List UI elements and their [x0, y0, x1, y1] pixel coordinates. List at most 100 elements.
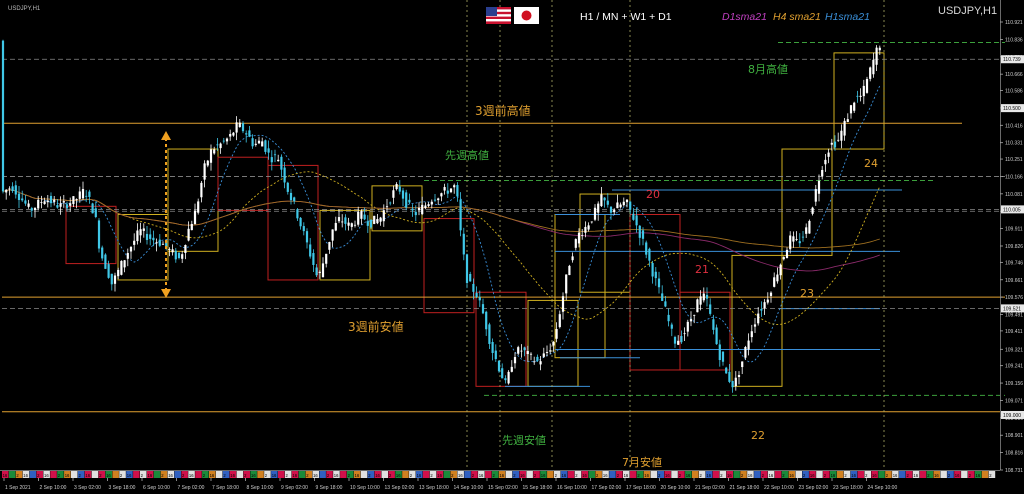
session-marker-label: 2 [368, 473, 371, 478]
time-tick-label: 21 Sep 18:00 [730, 485, 760, 491]
candle-body [584, 226, 587, 233]
session-marker [871, 471, 878, 478]
session-marker-label: 16 [479, 473, 484, 478]
session-marker-label: 2 [513, 473, 516, 478]
price-marker-box [1001, 304, 1024, 313]
session-marker-label: 2 [803, 473, 806, 478]
annotation-last-week-high: 先週高値 [445, 148, 489, 162]
annotation-day-23: 23 [800, 287, 814, 300]
period-box [781, 148, 833, 256]
session-marker [250, 471, 257, 478]
candle-body [158, 239, 161, 246]
candle-body [475, 292, 478, 298]
session-marker [912, 471, 920, 478]
candle-body [69, 203, 72, 206]
session-marker [91, 471, 99, 478]
sma-legend-h4: H4 sma21 [773, 11, 821, 23]
candle-body [206, 160, 209, 166]
session-marker [353, 471, 361, 478]
session-marker-label: 2 [37, 473, 40, 478]
candle-body [133, 240, 136, 245]
session-marker [409, 471, 416, 478]
time-tick-label: 10 Sep 10:00 [350, 485, 380, 491]
session-marker [761, 471, 768, 478]
session-marker [719, 471, 727, 478]
time-tick-label: 1 Sep 2021 [5, 485, 31, 491]
session-marker [685, 471, 692, 478]
candle-body [17, 193, 21, 201]
candle-body [120, 260, 123, 275]
candle-body [577, 232, 581, 244]
session-marker [167, 471, 175, 478]
session-marker [726, 471, 733, 478]
session-marker [878, 471, 885, 478]
session-marker [650, 471, 658, 478]
candle-body [542, 353, 545, 357]
candle-body [833, 141, 837, 148]
candle-body [504, 378, 507, 381]
candle-body [718, 344, 721, 361]
session-marker [850, 471, 858, 478]
candle-body [443, 187, 446, 191]
candle-body [360, 211, 363, 219]
session-marker-label: 16 [789, 473, 794, 478]
session-marker-label: 2 [79, 473, 82, 478]
candle-body [552, 341, 555, 346]
price-tick-label: 109.746 [1005, 260, 1023, 266]
candle-body [721, 351, 725, 362]
annotation-august-high: 8月高値 [748, 62, 788, 76]
session-marker [698, 471, 706, 478]
candle-body [478, 297, 481, 301]
candle-body [459, 199, 462, 231]
candle-body [366, 221, 369, 226]
candle-body [693, 314, 696, 316]
candle-body [747, 340, 750, 350]
price-tick-label: 110.416 [1005, 123, 1023, 129]
candle-body [433, 199, 437, 201]
session-marker [381, 471, 388, 478]
session-marker-label: 2 [824, 473, 827, 478]
candle-body [449, 188, 453, 193]
candle-body [248, 130, 251, 137]
candle-body [328, 242, 331, 250]
candle-body [753, 324, 757, 327]
time-tick-label: 3 Sep 02:00 [74, 485, 101, 491]
price-marker-box [1001, 104, 1024, 113]
session-marker [422, 471, 430, 478]
candle-body [280, 156, 283, 170]
session-marker-label: 2 [575, 473, 578, 478]
session-marker [264, 471, 271, 478]
session-marker [333, 471, 340, 478]
candle-body [776, 274, 779, 282]
candle-body [129, 247, 133, 252]
candle-body [481, 304, 485, 314]
candle-body [245, 133, 248, 135]
candle-body [81, 188, 85, 199]
candle-body [5, 189, 8, 193]
session-marker-label: 16 [810, 473, 815, 478]
candle-body [565, 274, 568, 294]
session-marker-label: 16 [210, 473, 215, 478]
candle-body [465, 254, 469, 283]
period-box [423, 218, 475, 314]
candle-body [299, 217, 302, 227]
candle-body [792, 236, 795, 242]
period-box [475, 291, 527, 387]
session-marker [692, 471, 699, 478]
session-marker [105, 471, 112, 478]
session-marker [905, 471, 913, 478]
candle-body [411, 208, 414, 211]
candle-body [261, 141, 264, 147]
time-tick-label: 17 Sep 02:00 [592, 485, 622, 491]
time-tick-label: 23 Sep 02:00 [799, 485, 829, 491]
candle-body [709, 304, 712, 314]
session-marker [126, 471, 133, 478]
session-marker [926, 471, 934, 478]
candle-body [117, 269, 120, 277]
candle-body [536, 356, 539, 361]
session-marker [767, 471, 775, 478]
session-marker [657, 471, 664, 478]
candle-body [331, 229, 334, 241]
session-marker-label: 2 [886, 473, 889, 478]
